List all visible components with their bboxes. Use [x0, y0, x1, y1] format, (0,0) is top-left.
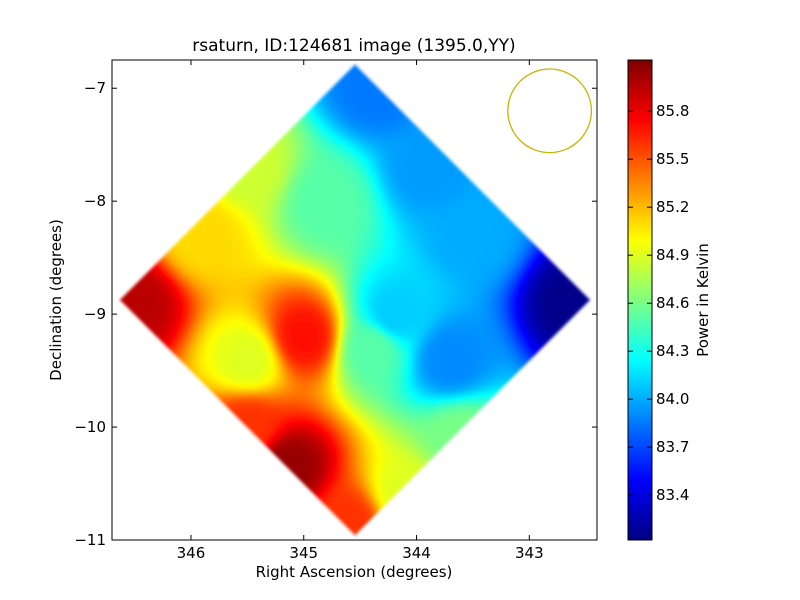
colorbar-tick-label: 84.6	[656, 294, 689, 312]
chart-title: rsaturn, ID:124681 image (1395.0,YY)	[192, 36, 515, 56]
colorbar-tick-label: 84.9	[656, 246, 689, 264]
y-tick-label: −10	[74, 418, 106, 436]
colorbar-gradient	[627, 59, 653, 541]
colorbar-tick-label: 84.3	[656, 342, 689, 360]
beam-circle	[507, 68, 593, 154]
x-axis-label: Right Ascension (degrees)	[256, 563, 453, 581]
y-tick-label: −8	[84, 192, 106, 210]
colorbar-label: Power in Kelvin	[694, 243, 712, 357]
y-tick-label: −9	[84, 305, 106, 323]
x-axis: 346 345 344 343	[177, 60, 544, 562]
x-tick-label: 343	[515, 544, 544, 562]
y-axis: −7 −8 −9 −10 −11	[74, 79, 597, 549]
y-axis-label: Declination (degrees)	[47, 219, 65, 381]
colorbar-tick-label: 84.0	[656, 390, 689, 408]
heatmap-image	[112, 60, 597, 540]
y-tick-label: −11	[74, 531, 106, 549]
x-tick-label: 344	[402, 544, 431, 562]
colorbar-ticks: 83.4 83.7 84.0 84.3 84.6 84.9 85.2 85.5 85.8	[628, 102, 689, 504]
colorbar-tick-label: 83.4	[656, 486, 689, 504]
colorbar-tick-label: 85.2	[656, 198, 689, 216]
colorbar-tick-label: 85.5	[656, 150, 689, 168]
x-tick-label: 346	[177, 544, 206, 562]
plot-frame	[111, 59, 598, 541]
y-tick-label: −7	[84, 79, 106, 97]
plot-area: 346 345 344 343 −7 −8 −9 −10 −11	[74, 59, 598, 562]
x-tick-label: 345	[289, 544, 318, 562]
colorbar-tick-label: 85.8	[656, 102, 689, 120]
colorbar: 83.4 83.7 84.0 84.3 84.6 84.9 85.2 85.5 85.8 Pow…	[627, 59, 712, 541]
colorbar-tick-label: 83.7	[656, 438, 689, 456]
